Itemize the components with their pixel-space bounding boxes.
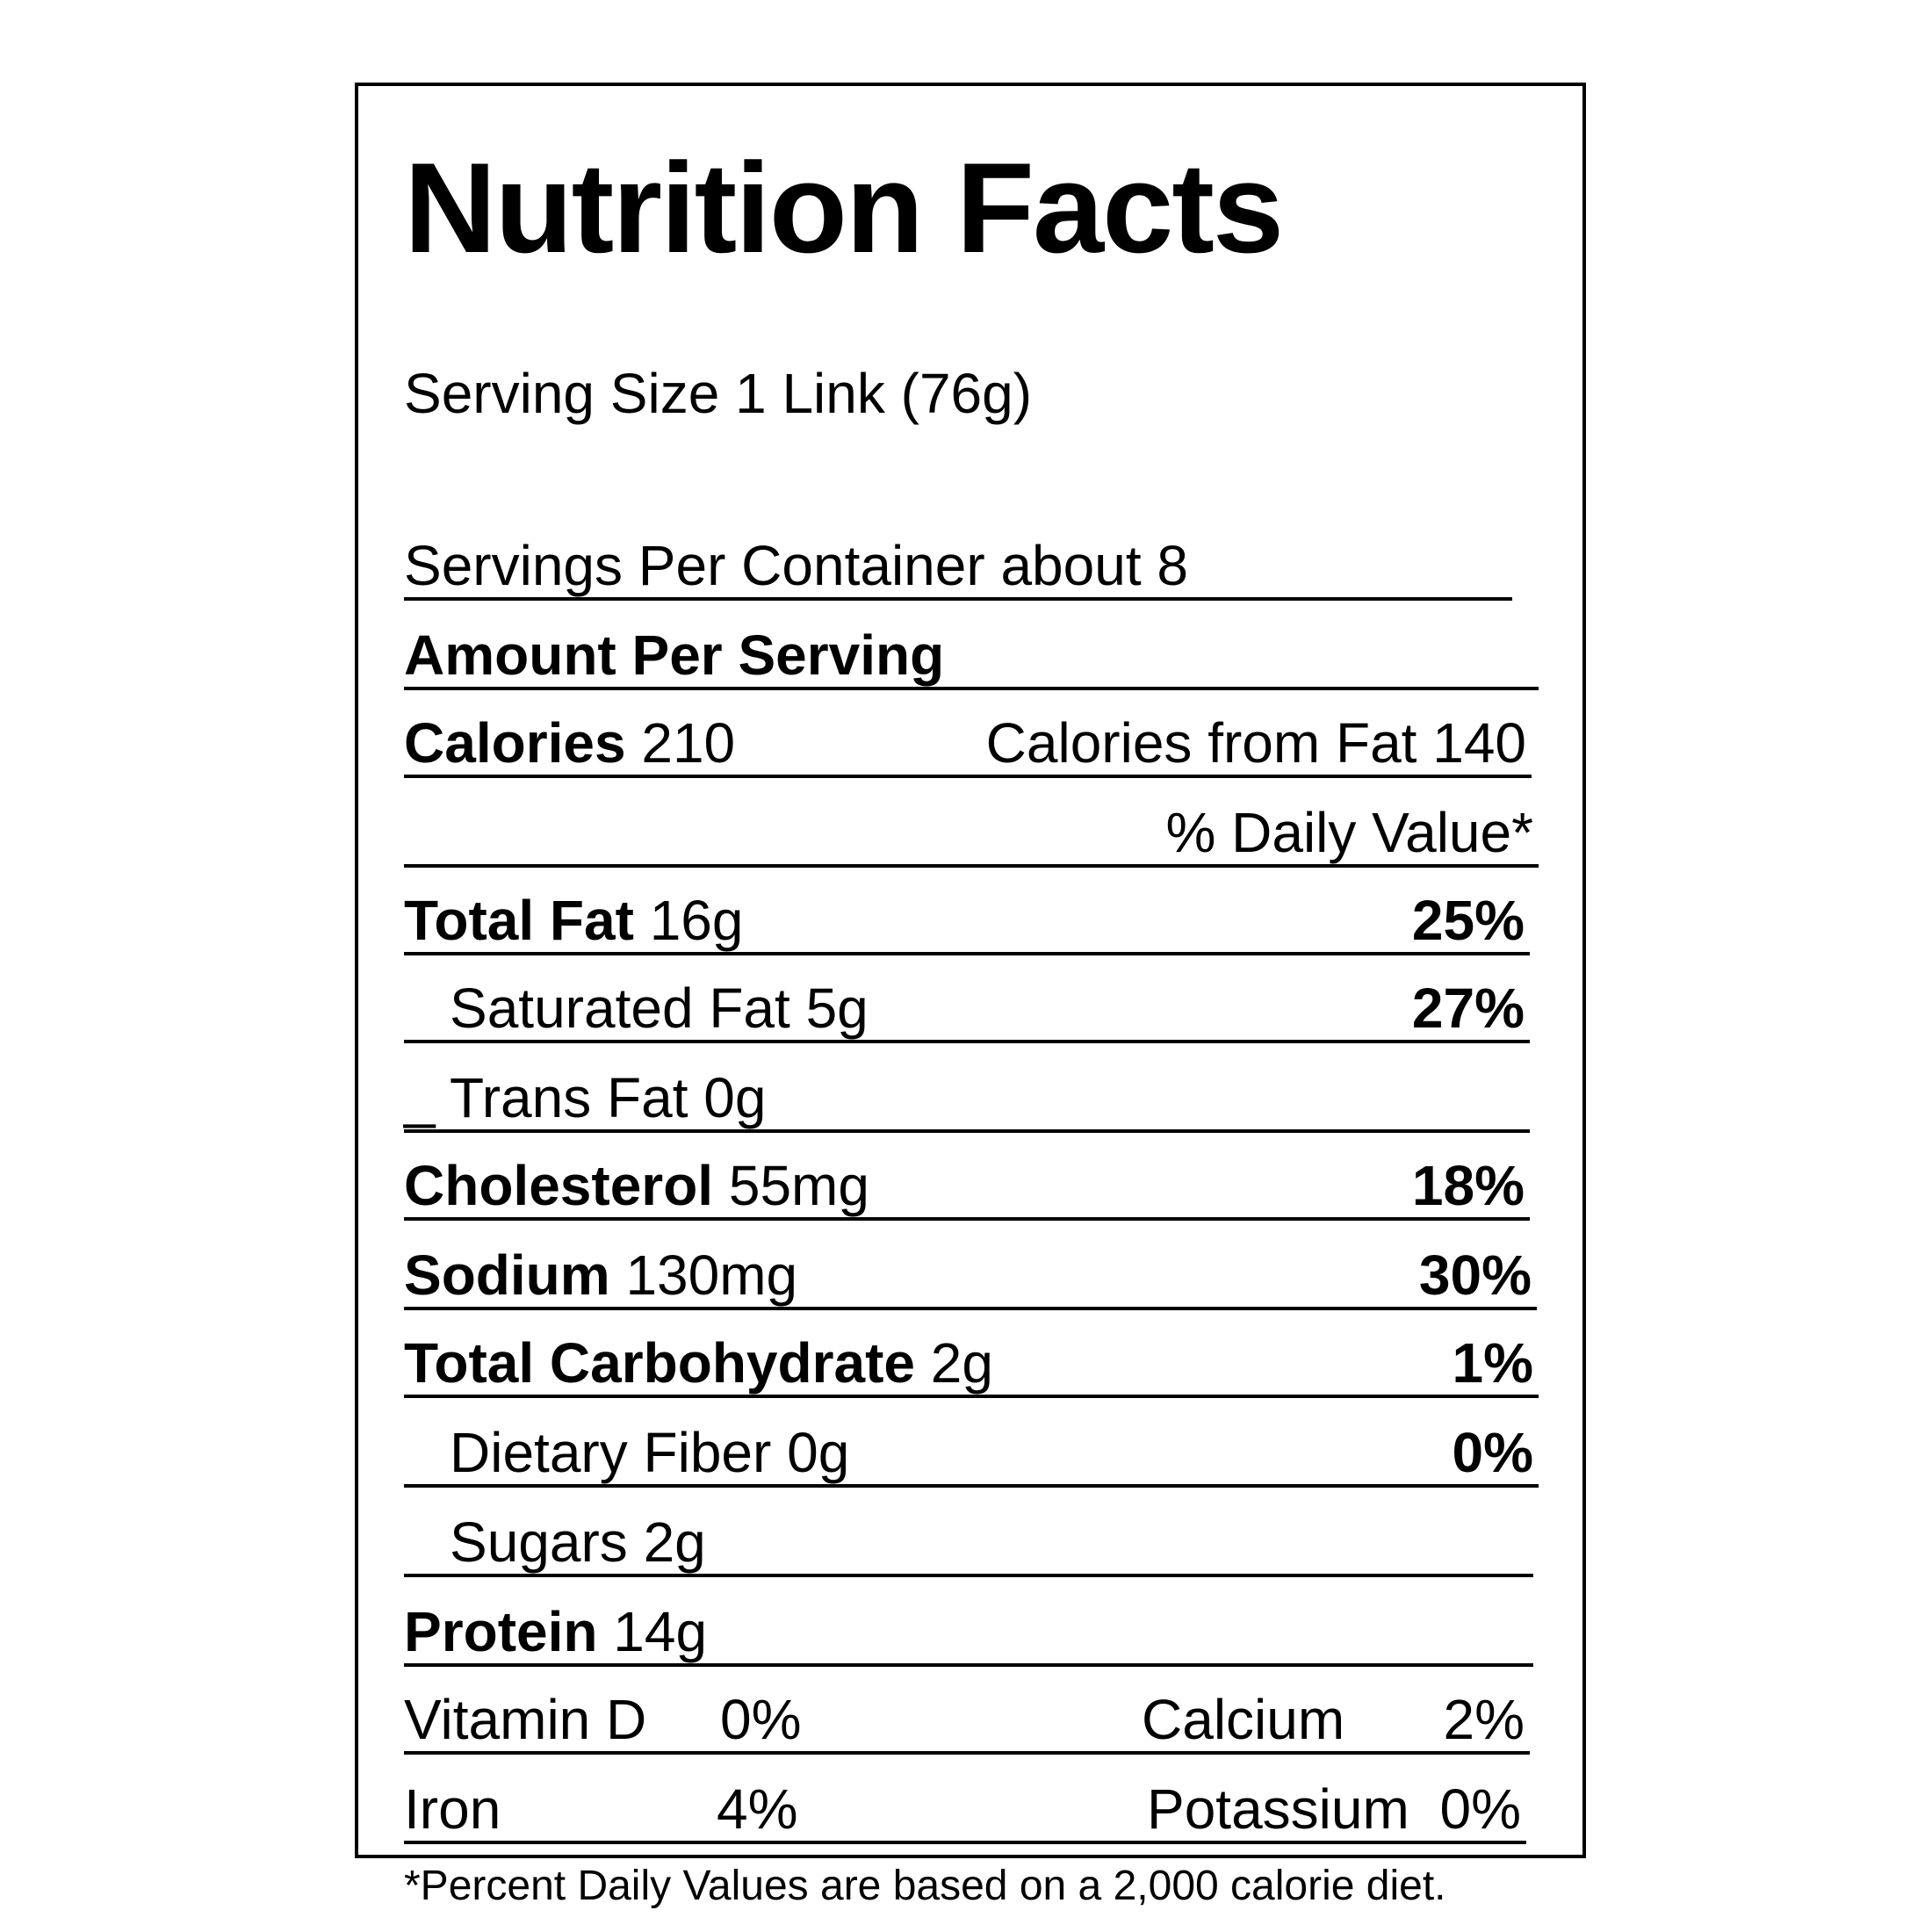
potassium-label: Potassium (1147, 1777, 1409, 1841)
total-fat: Total Fat 16g (404, 892, 743, 948)
servings-per-container-row: Servings Per Container about 8 (404, 513, 1512, 601)
calories-value: 210 (641, 711, 736, 775)
nutrition-facts-panel: Nutrition Facts Serving Size 1 Link (76g… (355, 83, 1586, 1907)
saturated-fat-dv: 27% (1411, 977, 1525, 1040)
amount-per-serving-row: Amount Per Serving (404, 602, 1539, 690)
total-carbohydrate-amount: 2g (930, 1331, 993, 1395)
cholesterol-amount: 55mg (728, 1154, 869, 1217)
trans-fat: Trans Fat 0g (450, 1066, 767, 1129)
protein: Protein 14g (404, 1604, 707, 1660)
iron-potassium-row: Iron 4% Potassium 0% (404, 1756, 1526, 1844)
total-fat-label: Total Fat (404, 889, 634, 952)
total-carbohydrate: Total Carbohydrate 2g (404, 1335, 993, 1391)
panel-title: Nutrition Facts (404, 136, 1284, 279)
sodium-amount: 130mg (625, 1244, 798, 1307)
trans-fat-prefix: _ (404, 1066, 436, 1129)
dietary-fiber: Dietary Fiber 0g (450, 1421, 850, 1484)
total-fat-row: Total Fat 16g 25% (404, 868, 1530, 955)
calcium-value: 2% (1443, 1688, 1525, 1751)
cholesterol: Cholesterol 55mg (404, 1157, 869, 1214)
calories-from-fat: Calories from Fat 140 (985, 711, 1526, 775)
sodium-row: Sodium 130mg 30% (404, 1222, 1537, 1310)
dietary-fiber-row: Dietary Fiber 0g 0% (404, 1400, 1539, 1488)
cholesterol-label: Cholesterol (404, 1154, 714, 1217)
sodium-dv: 30% (1418, 1244, 1532, 1307)
protein-amount: 14g (613, 1600, 708, 1663)
sugars: Sugars 2g (450, 1510, 706, 1574)
sodium: Sodium 130mg (404, 1247, 797, 1303)
daily-value-header-row: % Daily Value* (404, 780, 1539, 868)
total-carbohydrate-dv: 1% (1452, 1331, 1534, 1395)
protein-label: Protein (404, 1600, 598, 1663)
trans-fat-row: _ Trans Fat 0g (404, 1045, 1530, 1133)
calcium-label: Calcium (1142, 1688, 1345, 1751)
calories: Calories 210 (404, 715, 735, 771)
cholesterol-dv: 18% (1411, 1154, 1525, 1217)
daily-value-header: % Daily Value* (1165, 801, 1533, 864)
servings-per-container: Servings Per Container about 8 (404, 534, 1188, 597)
serving-size: Serving Size 1 Link (76g) (404, 362, 1033, 425)
sodium-label: Sodium (404, 1244, 610, 1307)
footnote: *Percent Daily Values are based on a 2,0… (404, 1863, 1446, 1909)
total-carbohydrate-row: Total Carbohydrate 2g 1% (404, 1310, 1539, 1398)
calories-label: Calories (404, 711, 626, 775)
iron-label: Iron (404, 1777, 501, 1841)
total-carbohydrate-label: Total Carbohydrate (404, 1331, 915, 1395)
total-fat-dv: 25% (1411, 889, 1525, 952)
calories-row: Calories 210 Calories from Fat 140 (404, 690, 1532, 778)
amount-per-serving-heading: Amount Per Serving (404, 624, 945, 687)
total-fat-amount: 16g (649, 889, 744, 952)
protein-row: Protein 14g (404, 1579, 1533, 1667)
vitamin-d-label: Vitamin D (404, 1688, 647, 1751)
saturated-fat-row: Saturated Fat 5g 27% (404, 955, 1530, 1043)
dietary-fiber-dv: 0% (1452, 1421, 1534, 1484)
vitamin-calcium-row: Vitamin D 0% Calcium 2% (404, 1667, 1530, 1755)
iron-value: 4% (717, 1777, 798, 1841)
potassium-value: 0% (1439, 1777, 1522, 1841)
cholesterol-row: Cholesterol 55mg 18% (404, 1133, 1530, 1221)
vitamin-d-value: 0% (720, 1688, 802, 1751)
sugars-row: Sugars 2g (404, 1489, 1533, 1577)
saturated-fat: Saturated Fat 5g (450, 977, 869, 1040)
